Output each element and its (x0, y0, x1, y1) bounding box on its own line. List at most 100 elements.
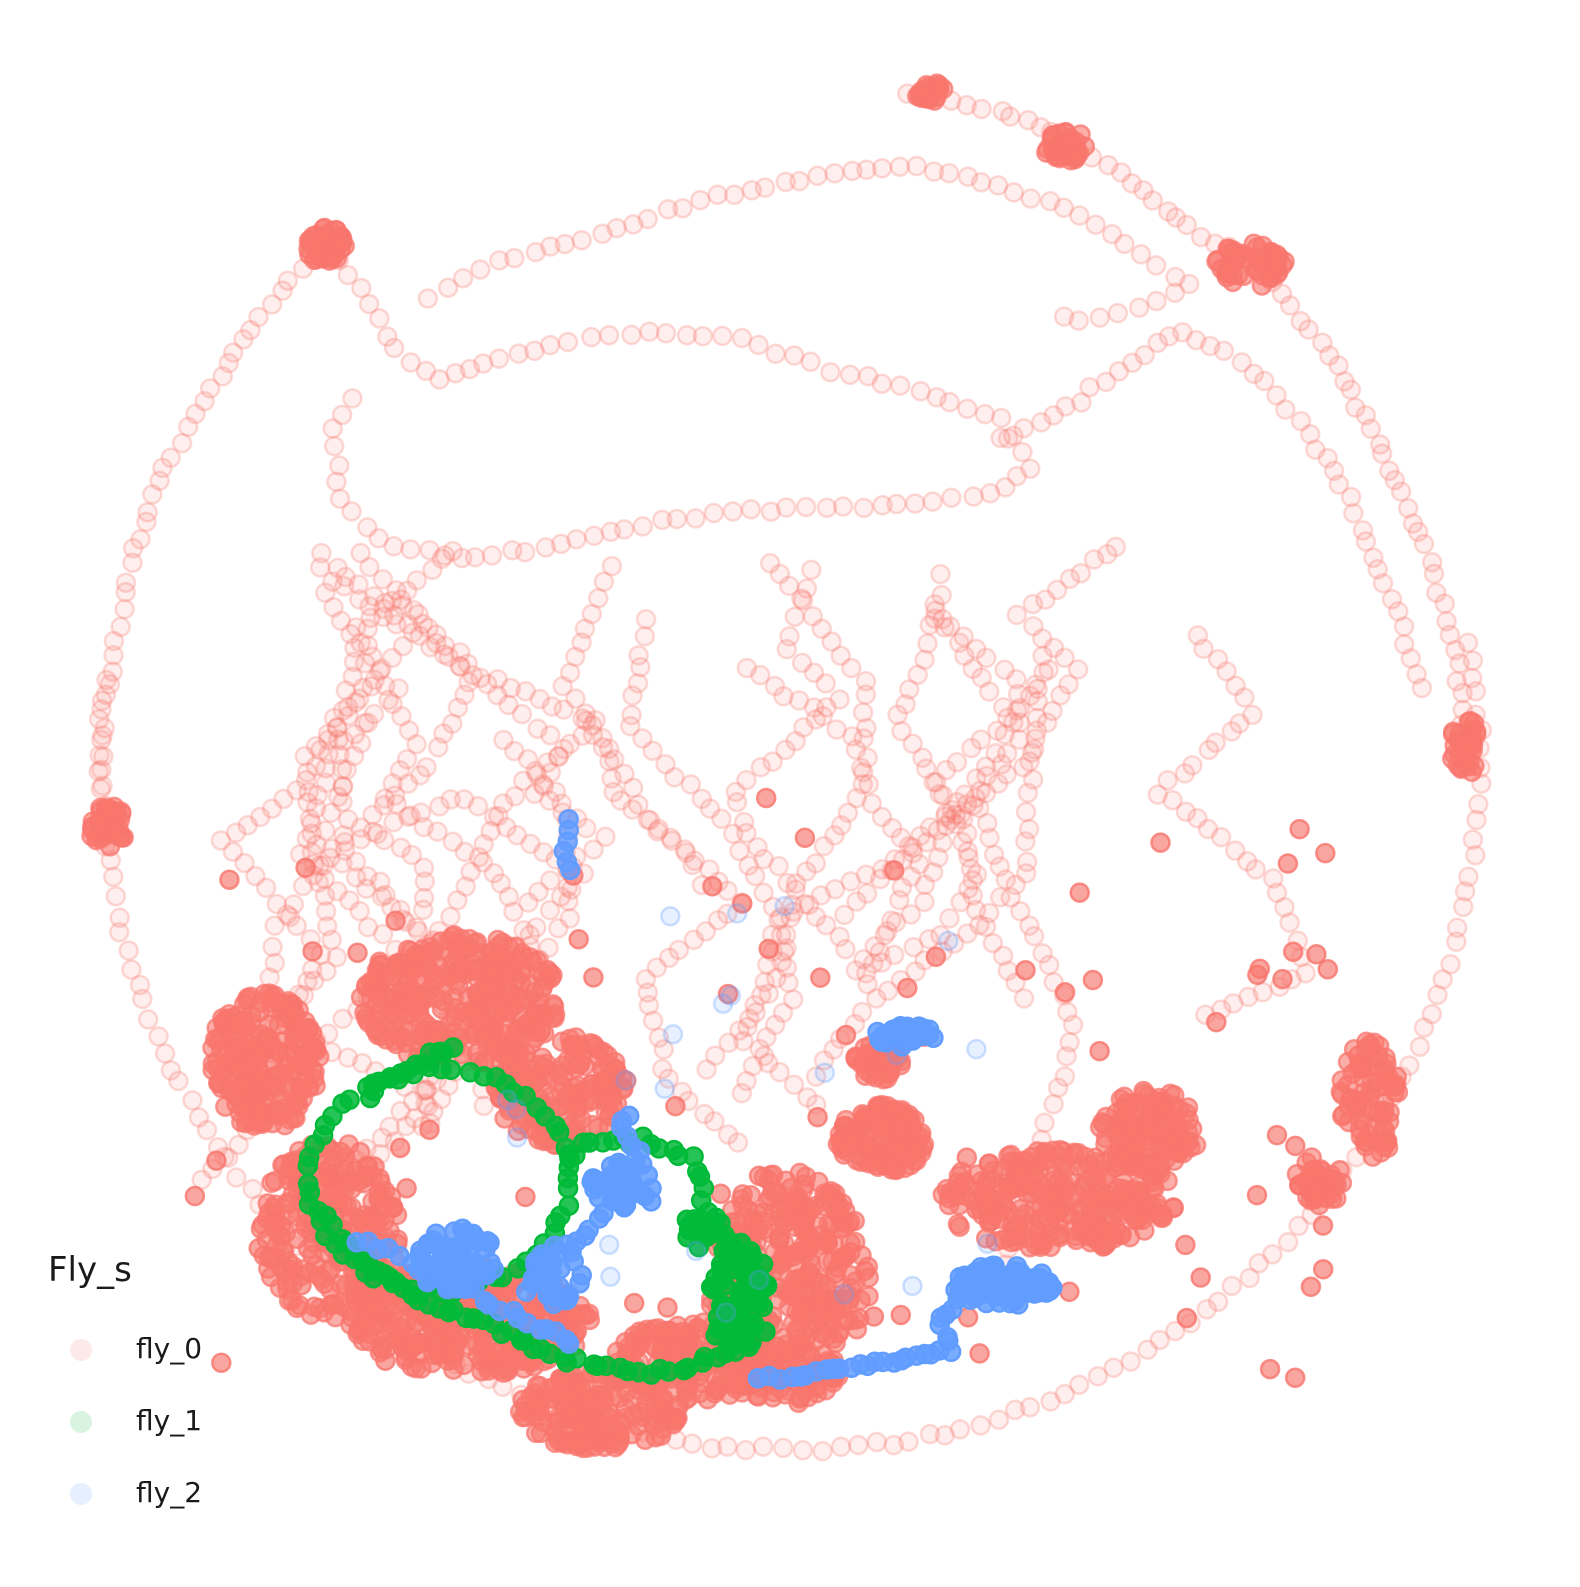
fly-0-point (1332, 1105, 1353, 1127)
fly-0-point (637, 208, 658, 230)
fly-0-point (792, 590, 814, 611)
fly-0-point (758, 1052, 779, 1074)
fly-0-point (934, 1425, 956, 1446)
fly-0-point (378, 689, 399, 711)
fly-0-point (1393, 634, 1415, 655)
fly-0-point (668, 939, 690, 961)
fly-0-point (537, 959, 558, 981)
fly-0-point (956, 1147, 978, 1168)
fly-0-point (635, 608, 657, 630)
fly-0-point (628, 645, 649, 666)
fly-0-point (517, 1066, 538, 1088)
fly-0-point (930, 563, 951, 585)
fly-0-point (109, 907, 130, 928)
fly-0-point (776, 638, 798, 660)
fly-0-point (932, 78, 954, 100)
fly-0-point (699, 798, 721, 819)
fly-0-point (957, 398, 978, 419)
fly-0-point (1095, 371, 1117, 393)
fly-0-point (1013, 988, 1035, 1009)
fly-0-point (751, 984, 772, 1006)
fly-0-point (748, 334, 769, 356)
fly-0-point (1019, 751, 1040, 772)
fly-0-point (110, 616, 131, 638)
fly-0-point (1213, 340, 1235, 361)
fly-0-point (950, 804, 972, 825)
fly-0-point (639, 809, 661, 831)
fly-0-point (772, 1437, 794, 1459)
fly-0-point (360, 607, 381, 628)
fly-0-point (453, 789, 475, 810)
fly-0-point (970, 1415, 991, 1436)
fly-0-point (634, 626, 656, 647)
fly-0-point (503, 901, 524, 922)
fly-0-point (88, 761, 109, 782)
fly-0-point (375, 884, 396, 906)
fly-0-point (992, 100, 1014, 122)
fly-0-point (454, 841, 475, 863)
fly-0-point (898, 1431, 919, 1452)
fly-0-point (196, 1119, 218, 1141)
fly-0-point (88, 708, 110, 730)
fly-0-point (315, 772, 337, 794)
fly-0-point (1446, 670, 1467, 692)
legend-key-fly-0 (46, 1328, 116, 1368)
fly-0-point (574, 618, 596, 639)
fly-0-point (481, 545, 503, 566)
fly-0-point (283, 894, 305, 915)
fly-0-point (1207, 1291, 1229, 1313)
fly-0-point (1421, 551, 1443, 573)
fly-0-point (839, 364, 861, 385)
fly-0-point (286, 915, 307, 937)
fly-0-point (1421, 1003, 1443, 1025)
fly-0-point (680, 774, 702, 795)
fly-0-point (264, 952, 286, 974)
fly-0-point (335, 680, 357, 701)
fly-0-point (805, 906, 827, 927)
fly-2-point (715, 1302, 737, 1323)
fly-0-point (351, 277, 372, 299)
fly-2-point (615, 1070, 636, 1091)
fly-0-point (468, 846, 490, 868)
fly-0-point (726, 791, 748, 813)
fly-0-point (1262, 1244, 1283, 1265)
fly-0-point (1043, 405, 1064, 426)
fly-0-point (1190, 1267, 1211, 1288)
fly-0-point (1285, 1135, 1306, 1157)
fly-0-point (382, 773, 403, 794)
fly-0-point (515, 681, 536, 702)
fly-0-point (108, 921, 130, 943)
fly-0-point (1175, 801, 1197, 823)
fly-0-point (965, 638, 987, 660)
fly-0-point (301, 813, 322, 834)
fly-0-point (769, 1227, 790, 1249)
fly-0-point (464, 546, 486, 568)
fly-0-point (1411, 677, 1433, 699)
fly-1-point (339, 1089, 360, 1111)
fly-0-point (648, 1027, 670, 1048)
fly-0-point (1036, 712, 1058, 733)
fly-0-point (1042, 700, 1063, 722)
fly-0-point (185, 403, 206, 425)
fly-0-point (660, 827, 681, 849)
fly-0-point (655, 753, 676, 775)
fly-0-point (846, 787, 867, 809)
fly-2-point (685, 1240, 707, 1262)
fly-0-point (583, 1033, 604, 1055)
fly-0-point (383, 605, 405, 626)
fly-0-point (1033, 662, 1054, 683)
fly-0-point (961, 737, 982, 759)
fly-0-point (939, 391, 960, 413)
fly-0-point (581, 603, 603, 625)
fly-0-point (988, 1409, 1010, 1431)
fly-0-point (599, 751, 620, 772)
fly-0-point (1003, 712, 1024, 733)
fly-2-point (506, 1127, 528, 1148)
fly-0-point (492, 793, 514, 814)
fly-0-point (1317, 447, 1338, 469)
fly-0-point (212, 366, 233, 387)
fly-0-point (953, 626, 974, 647)
fly-0-point (171, 432, 193, 454)
fly-0-point (1352, 520, 1374, 541)
